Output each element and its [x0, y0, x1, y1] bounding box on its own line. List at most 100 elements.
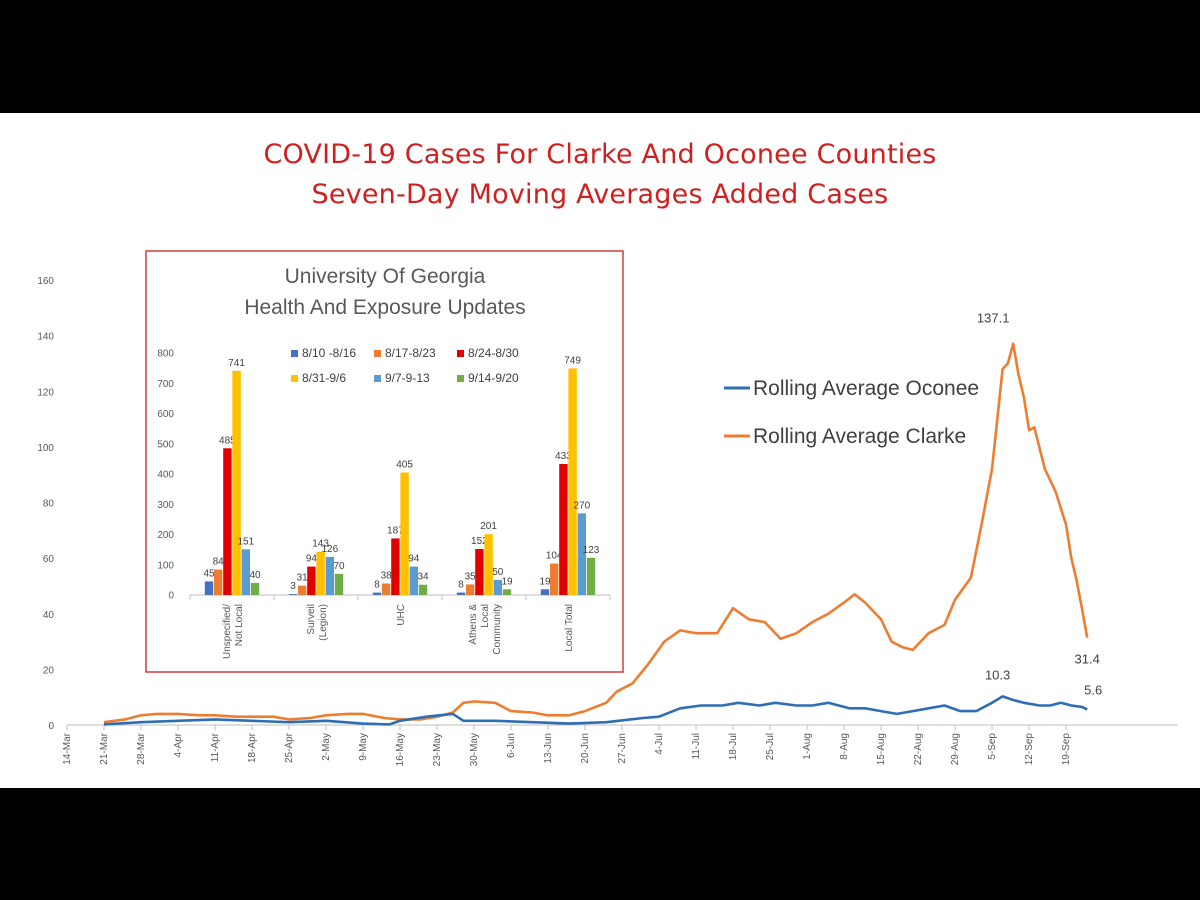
inset-bar	[325, 556, 334, 595]
inset-bar	[298, 585, 307, 595]
inset-legend-label: 8/10 -8/16	[302, 346, 356, 360]
inset-bar-label: 45	[203, 568, 215, 579]
inset-bar-label: 8	[374, 580, 380, 591]
inset-bar-label: 35	[465, 571, 477, 582]
x-tick-label: 25-Jul	[765, 733, 776, 760]
x-tick-label: 6-Jun	[506, 733, 517, 758]
inset-bar	[382, 583, 391, 595]
inset-legend-swatch	[457, 350, 464, 357]
inset-legend-swatch	[291, 350, 298, 357]
inset-category-label: Not Local	[234, 604, 245, 646]
data-label: 137.1	[977, 311, 1010, 326]
inset-category-label: Unspecified/	[222, 604, 233, 659]
inset-legend-swatch	[291, 375, 298, 382]
inset-y-tick-label: 0	[168, 591, 174, 602]
inset-bar-label: 104	[546, 551, 563, 562]
inset-bar	[493, 579, 502, 595]
x-tick-label: 5-Sep	[987, 733, 998, 760]
inset-category-label: Surveil	[306, 604, 317, 635]
inset-bar	[418, 584, 428, 595]
slide-title-line-1: COVID-19 Cases For Clarke And Oconee Cou…	[263, 139, 937, 170]
inset-bar	[372, 592, 382, 595]
inset-bar-label: 34	[417, 572, 429, 583]
inset-bar-label: 749	[564, 355, 581, 366]
x-tick-label: 19-Sep	[1061, 733, 1072, 766]
inset-y-tick-label: 800	[157, 349, 174, 360]
x-tick-label: 23-May	[432, 733, 443, 766]
inset-bar	[466, 584, 475, 595]
inset-bar-label: 94	[408, 554, 420, 565]
x-tick-label: 22-Aug	[913, 733, 924, 765]
x-tick-label: 18-Apr	[247, 732, 258, 763]
inset-y-tick-label: 400	[157, 470, 174, 481]
inset-bar	[540, 589, 550, 595]
inset-bar-label: 84	[213, 557, 225, 568]
inset-bar-label: 485	[219, 435, 236, 446]
x-tick-label: 20-Jun	[580, 733, 591, 764]
inset-bar	[232, 370, 241, 595]
x-tick-label: 13-Jun	[543, 733, 554, 764]
inset-y-tick-label: 200	[157, 530, 174, 541]
y-tick-label: 80	[43, 499, 55, 510]
inset-bar-label: 40	[249, 570, 261, 581]
inset-bar-label: 201	[480, 521, 497, 532]
inset-chart: University Of Georgia Health And Exposure…	[145, 250, 624, 673]
inset-bar	[550, 563, 559, 595]
inset-legend-swatch	[374, 375, 381, 382]
inset-y-tick-label: 700	[157, 379, 174, 390]
inset-y-tick-label: 300	[157, 500, 174, 511]
data-label: 31.4	[1075, 652, 1100, 667]
inset-bar-label: 741	[228, 358, 245, 369]
inset-bar	[577, 513, 586, 595]
inset-bar	[316, 551, 325, 595]
inset-bar	[409, 566, 418, 595]
x-tick-label: 18-Jul	[728, 733, 739, 760]
inset-y-tick-label: 500	[157, 439, 174, 450]
inset-bar-label: 151	[237, 536, 254, 547]
inset-bar-label: 123	[583, 545, 600, 556]
data-label: 10.3	[985, 667, 1010, 682]
inset-bar-label: 3	[290, 581, 296, 592]
inset-y-tick-label: 100	[157, 560, 174, 571]
slide-title-line-2: Seven-Day Moving Averages Added Cases	[311, 179, 889, 210]
x-tick-label: 4-Jul	[654, 733, 665, 755]
inset-bar	[475, 549, 484, 595]
inset-bar	[484, 534, 493, 595]
inset-bar-label: 270	[573, 500, 590, 511]
y-tick-label: 120	[37, 387, 54, 398]
inset-bar-label: 433	[555, 451, 572, 462]
inset-bar-label: 143	[312, 539, 329, 550]
x-tick-label: 29-Aug	[950, 733, 961, 765]
legend-label: Rolling Average Oconee	[753, 377, 979, 400]
y-tick-label: 140	[37, 332, 54, 343]
y-tick-label: 100	[37, 443, 54, 454]
inset-bar-label: 126	[321, 544, 338, 555]
x-tick-label: 16-May	[395, 733, 406, 766]
inset-category-label: (Legion)	[318, 604, 329, 641]
inset-bar	[334, 573, 344, 595]
inset-bar	[568, 368, 577, 595]
x-tick-label: 28-Mar	[136, 732, 147, 764]
x-tick-label: 21-Mar	[99, 732, 110, 764]
inset-y-tick-label: 600	[157, 409, 174, 420]
inset-bar-label: 8	[458, 580, 464, 591]
inset-title-line: University Of Georgia	[285, 265, 486, 288]
inset-bar-label: 50	[492, 567, 504, 578]
inset-bar	[502, 589, 512, 595]
x-tick-label: 9-May	[358, 733, 369, 761]
inset-bar	[250, 582, 260, 595]
inset-bar	[288, 594, 298, 595]
inset-bar-label: 19	[539, 576, 551, 587]
inset-category-label: Local Total	[564, 604, 575, 652]
y-tick-label: 20	[43, 665, 55, 676]
inset-bar	[204, 581, 214, 595]
inset-bar-label: 38	[381, 571, 393, 582]
series-line-clarke	[103, 342, 1089, 724]
inset-bar	[456, 592, 466, 595]
x-tick-label: 14-Mar	[62, 732, 73, 764]
inset-title-line: Health And Exposure Updates	[244, 296, 525, 319]
y-tick-label: 160	[37, 276, 54, 287]
y-tick-label: 0	[48, 721, 54, 732]
x-tick-label: 4-Apr	[173, 732, 184, 757]
x-tick-label: 12-Sep	[1024, 733, 1035, 766]
